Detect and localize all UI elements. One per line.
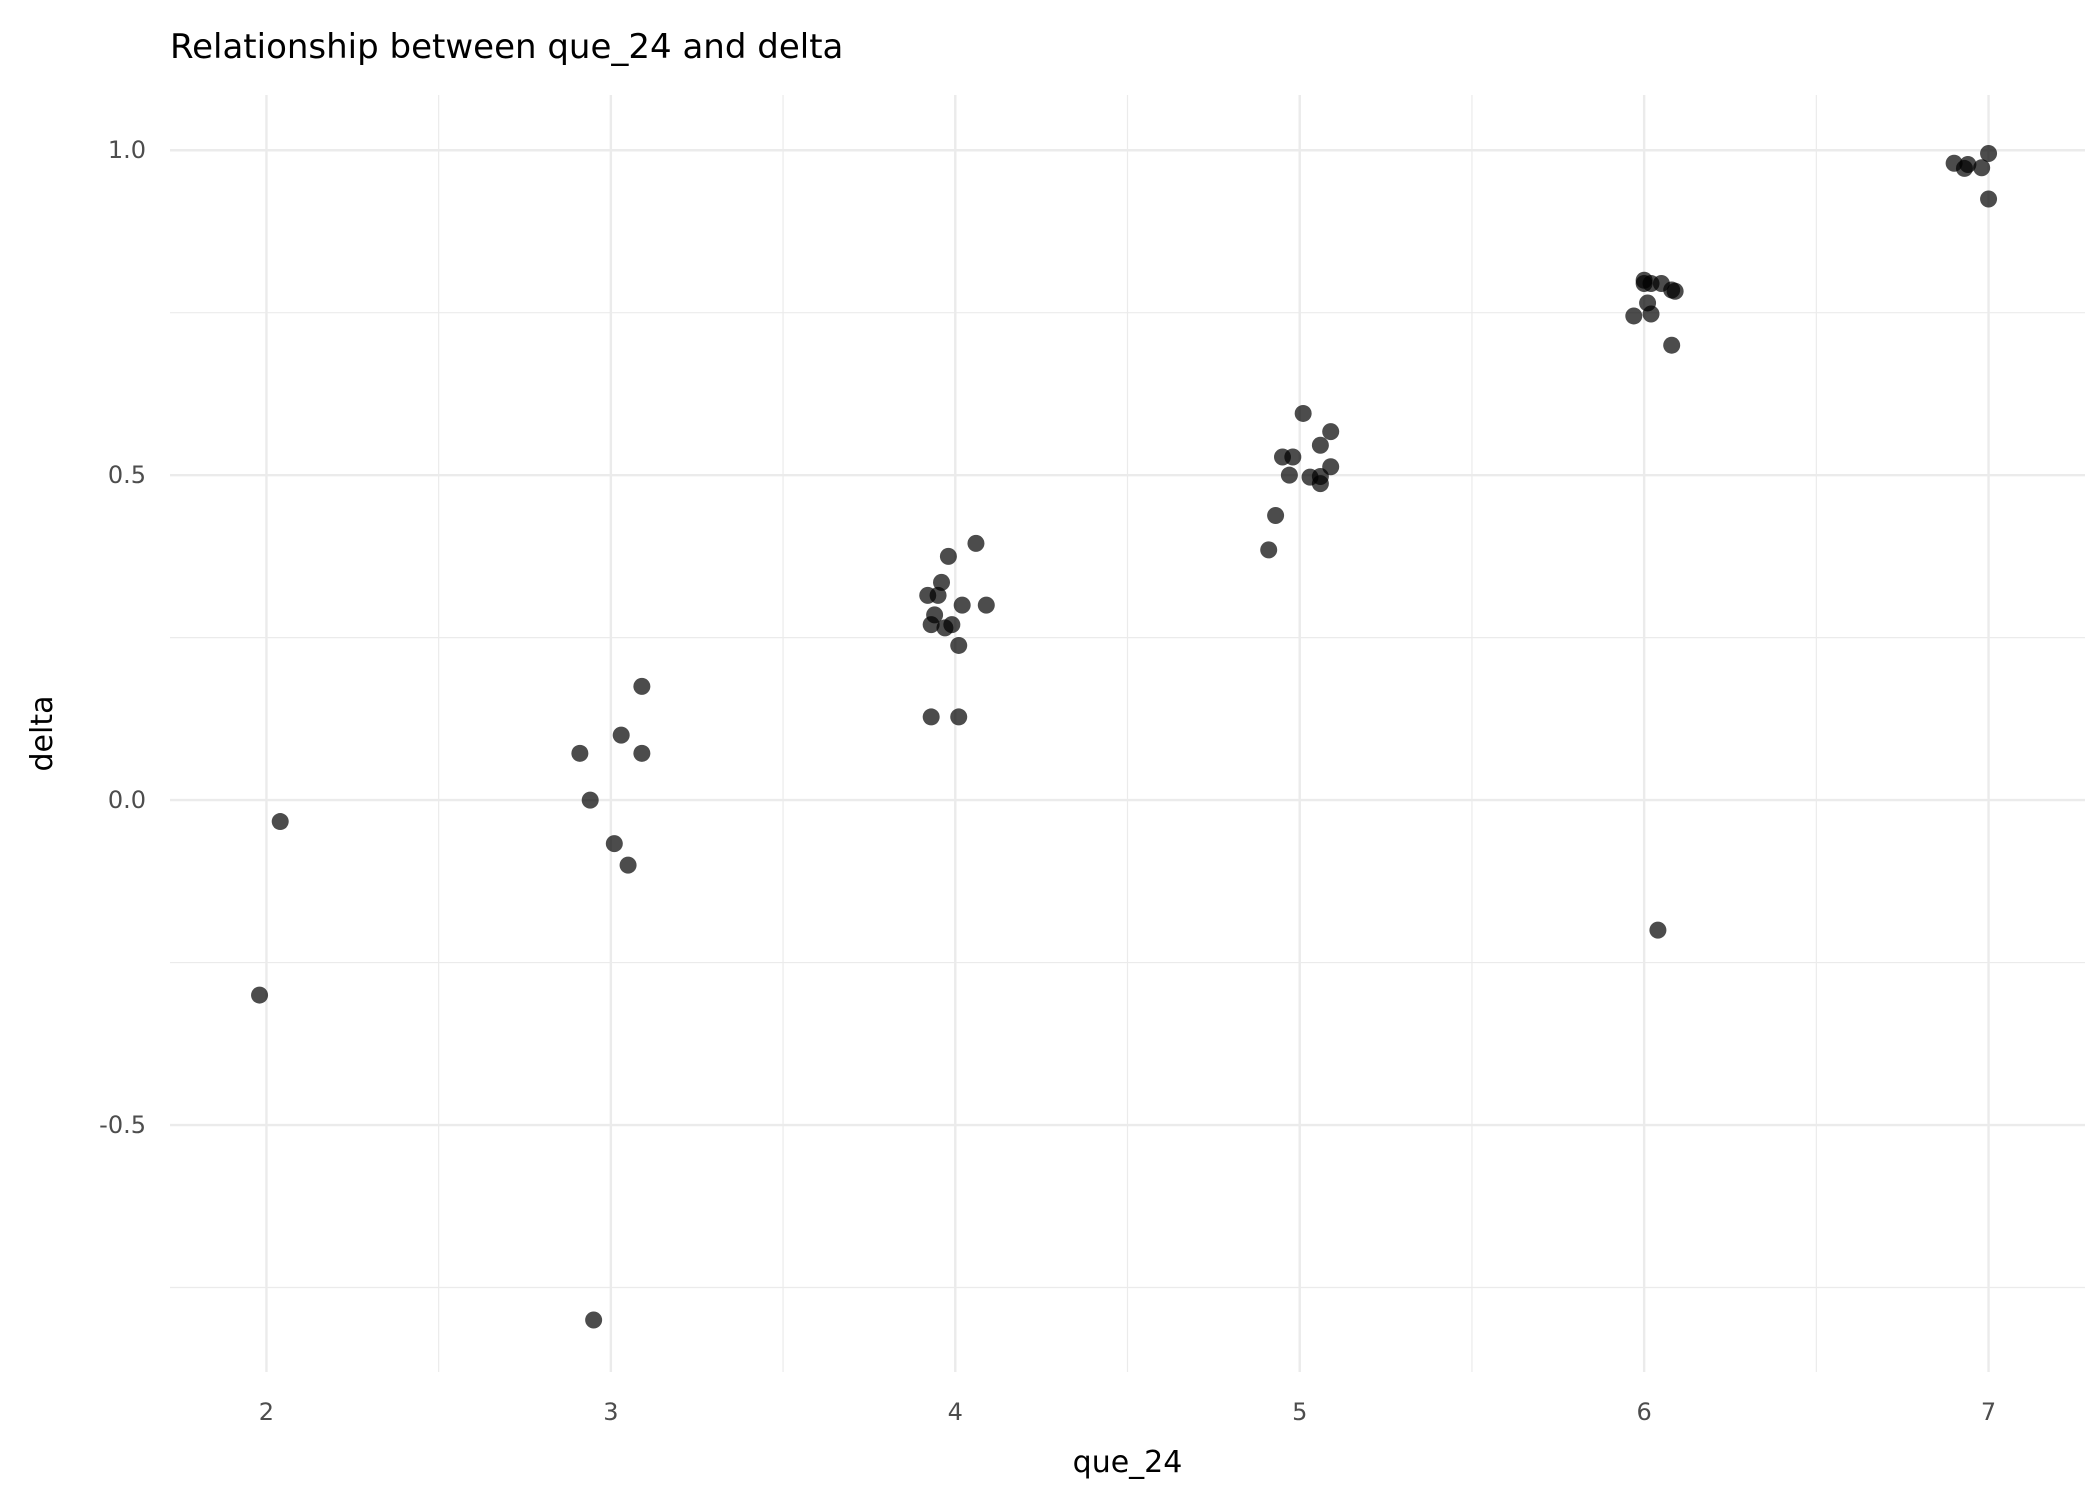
data-point <box>950 636 968 654</box>
data-point <box>929 586 947 604</box>
data-point <box>1322 423 1340 441</box>
data-point <box>1959 156 1977 174</box>
data-point <box>1311 436 1329 454</box>
data-point <box>1267 506 1285 524</box>
data-point <box>1322 458 1340 476</box>
x-axis-title: que_24 <box>1073 1445 1183 1480</box>
x-tick-label: 6 <box>1636 1398 1651 1426</box>
data-point <box>1649 921 1667 939</box>
data-point <box>633 677 651 695</box>
data-point <box>953 596 971 614</box>
data-point <box>612 726 630 744</box>
data-point <box>1294 404 1312 422</box>
data-point <box>251 986 269 1004</box>
data-points <box>251 144 1998 1329</box>
data-point <box>950 708 968 726</box>
data-point <box>1973 159 1991 177</box>
data-point <box>571 744 589 762</box>
x-axis-tick-labels: 2 3 4 5 6 7 <box>259 1398 1996 1426</box>
data-point <box>939 547 957 565</box>
x-tick-label: 4 <box>948 1398 963 1426</box>
chart-title: Relationship between que_24 and delta <box>170 27 843 67</box>
data-point <box>933 573 951 591</box>
x-tick-label: 3 <box>603 1398 618 1426</box>
data-point <box>1280 466 1298 484</box>
y-axis-tick-labels: -0.5 0.0 0.5 1.0 <box>99 136 146 1139</box>
data-point <box>967 534 985 552</box>
data-point <box>585 1311 603 1329</box>
data-point <box>1260 541 1278 559</box>
y-tick-label: 0.5 <box>108 461 146 489</box>
data-point <box>977 596 995 614</box>
data-point <box>926 606 944 624</box>
data-point <box>922 708 940 726</box>
major-gridlines <box>170 95 2085 1372</box>
data-point <box>581 791 599 809</box>
data-point <box>619 856 637 874</box>
data-point <box>1980 190 1998 208</box>
data-point <box>605 835 623 853</box>
x-tick-label: 2 <box>259 1398 274 1426</box>
data-point <box>1625 307 1643 325</box>
y-tick-label: 1.0 <box>108 136 146 164</box>
y-axis-title: delta <box>25 696 60 772</box>
y-tick-label: 0.0 <box>108 786 146 814</box>
x-tick-label: 7 <box>1981 1398 1996 1426</box>
data-point <box>1284 448 1302 466</box>
y-tick-label: -0.5 <box>99 1111 146 1139</box>
minor-gridlines <box>170 95 2085 1372</box>
x-tick-label: 5 <box>1292 1398 1307 1426</box>
data-point <box>633 744 651 762</box>
data-point <box>943 616 961 634</box>
data-point <box>1642 305 1660 323</box>
data-point <box>271 813 289 831</box>
data-point <box>1663 336 1681 354</box>
data-point <box>1980 144 1998 162</box>
data-point <box>1666 282 1684 300</box>
